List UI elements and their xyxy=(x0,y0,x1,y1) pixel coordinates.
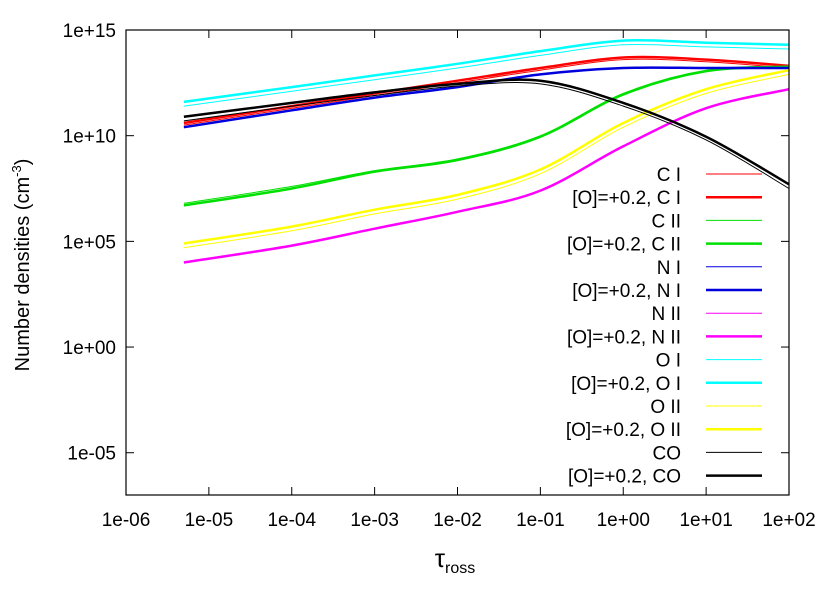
legend-label-13: [O]=+0.2, CO xyxy=(568,467,681,488)
y-axis-title-sup: -3 xyxy=(9,165,24,177)
legend-label-2: C II xyxy=(651,211,681,232)
series-line-11 xyxy=(183,68,790,245)
x-tick-label: 1e+01 xyxy=(679,510,732,531)
y-axis-title-main: Number densities (cm xyxy=(12,177,34,372)
x-axis-title: τross xyxy=(435,543,476,577)
legend-label-1: [O]=+0.2, C I xyxy=(572,188,681,209)
x-tick-label: 1e-01 xyxy=(516,510,565,531)
series-line-8 xyxy=(183,43,790,107)
series-line-7 xyxy=(183,87,790,264)
x-tick-label: 1e-04 xyxy=(267,510,316,531)
series-line-12 xyxy=(183,82,790,189)
x-tick-label: 1e+00 xyxy=(597,510,650,531)
legend: C I[O]=+0.2, C IC II[O]=+0.2, C IIN I[O]… xyxy=(566,165,762,488)
series-line-10 xyxy=(183,73,790,249)
legend-label-12: CO xyxy=(653,443,682,464)
legend-label-0: C I xyxy=(657,165,681,186)
x-tick-label: 1e+02 xyxy=(762,510,815,531)
x-tick-label: 1e-06 xyxy=(102,510,151,531)
y-axis-title-end: ) xyxy=(12,159,34,166)
y-tick-label: 1e-05 xyxy=(67,444,116,465)
y-tick-label: 1e+10 xyxy=(63,127,116,148)
x-axis-title-main: τ xyxy=(435,543,446,573)
legend-label-4: N I xyxy=(657,258,681,279)
series-line-3 xyxy=(183,65,790,207)
plot-frame xyxy=(125,29,790,496)
legend-label-5: [O]=+0.2, N I xyxy=(572,281,681,302)
legend-label-8: O I xyxy=(656,351,681,372)
legend-label-11: [O]=+0.2, O II xyxy=(566,420,681,441)
x-tick-label: 1e-05 xyxy=(185,510,234,531)
plot-border xyxy=(125,29,790,496)
legend-label-10: O II xyxy=(650,397,681,418)
y-axis-title: Number densities (cm-3) xyxy=(9,159,34,372)
legend-label-7: [O]=+0.2, N II xyxy=(567,327,681,348)
legend-label-9: [O]=+0.2, O I xyxy=(571,374,681,395)
x-axis-title-sub: ross xyxy=(445,560,475,577)
legend-label-6: N II xyxy=(651,304,681,325)
series-line-6 xyxy=(183,88,790,263)
series-line-0 xyxy=(183,58,790,126)
y-tick-label: 1e+05 xyxy=(63,232,116,253)
y-tick-label: 1e+15 xyxy=(63,21,116,42)
series-line-2 xyxy=(183,65,790,204)
y-tick-label: 1e+00 xyxy=(63,338,116,359)
x-tick-label: 1e-03 xyxy=(350,510,399,531)
legend-label-3: [O]=+0.2, C II xyxy=(567,235,681,256)
series-line-9 xyxy=(183,38,790,104)
tick-layer: 1e-06 1e-05 1e-04 1e-03 1e-02 1e-01 1e+00 1e+01… xyxy=(63,21,816,531)
series-line-13 xyxy=(183,78,790,186)
x-tick-label: 1e-02 xyxy=(433,510,482,531)
series-layer xyxy=(183,38,790,264)
